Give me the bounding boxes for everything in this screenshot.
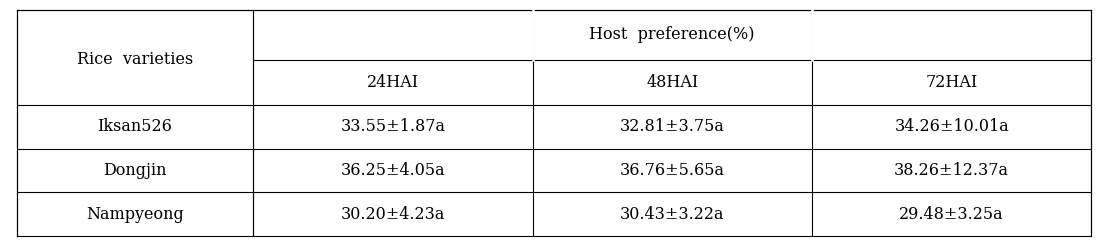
Text: 34.26±10.01a: 34.26±10.01a: [894, 118, 1009, 135]
Text: Host  preference(%): Host preference(%): [589, 26, 755, 43]
Text: 29.48±3.25a: 29.48±3.25a: [900, 206, 1004, 223]
Text: 33.55±1.87a: 33.55±1.87a: [340, 118, 445, 135]
Text: Nampyeong: Nampyeong: [86, 206, 184, 223]
Text: 72HAI: 72HAI: [925, 74, 977, 91]
Text: 32.81±3.75a: 32.81±3.75a: [619, 118, 725, 135]
Text: Rice  varieties: Rice varieties: [76, 51, 193, 68]
Text: 36.25±4.05a: 36.25±4.05a: [340, 162, 445, 179]
Text: 30.43±3.22a: 30.43±3.22a: [620, 206, 725, 223]
Text: 48HAI: 48HAI: [646, 74, 698, 91]
Text: 36.76±5.65a: 36.76±5.65a: [619, 162, 725, 179]
Text: 24HAI: 24HAI: [367, 74, 419, 91]
Text: 30.20±4.23a: 30.20±4.23a: [340, 206, 445, 223]
Text: 38.26±12.37a: 38.26±12.37a: [894, 162, 1009, 179]
Text: Iksan526: Iksan526: [98, 118, 172, 135]
Text: Dongjin: Dongjin: [103, 162, 166, 179]
